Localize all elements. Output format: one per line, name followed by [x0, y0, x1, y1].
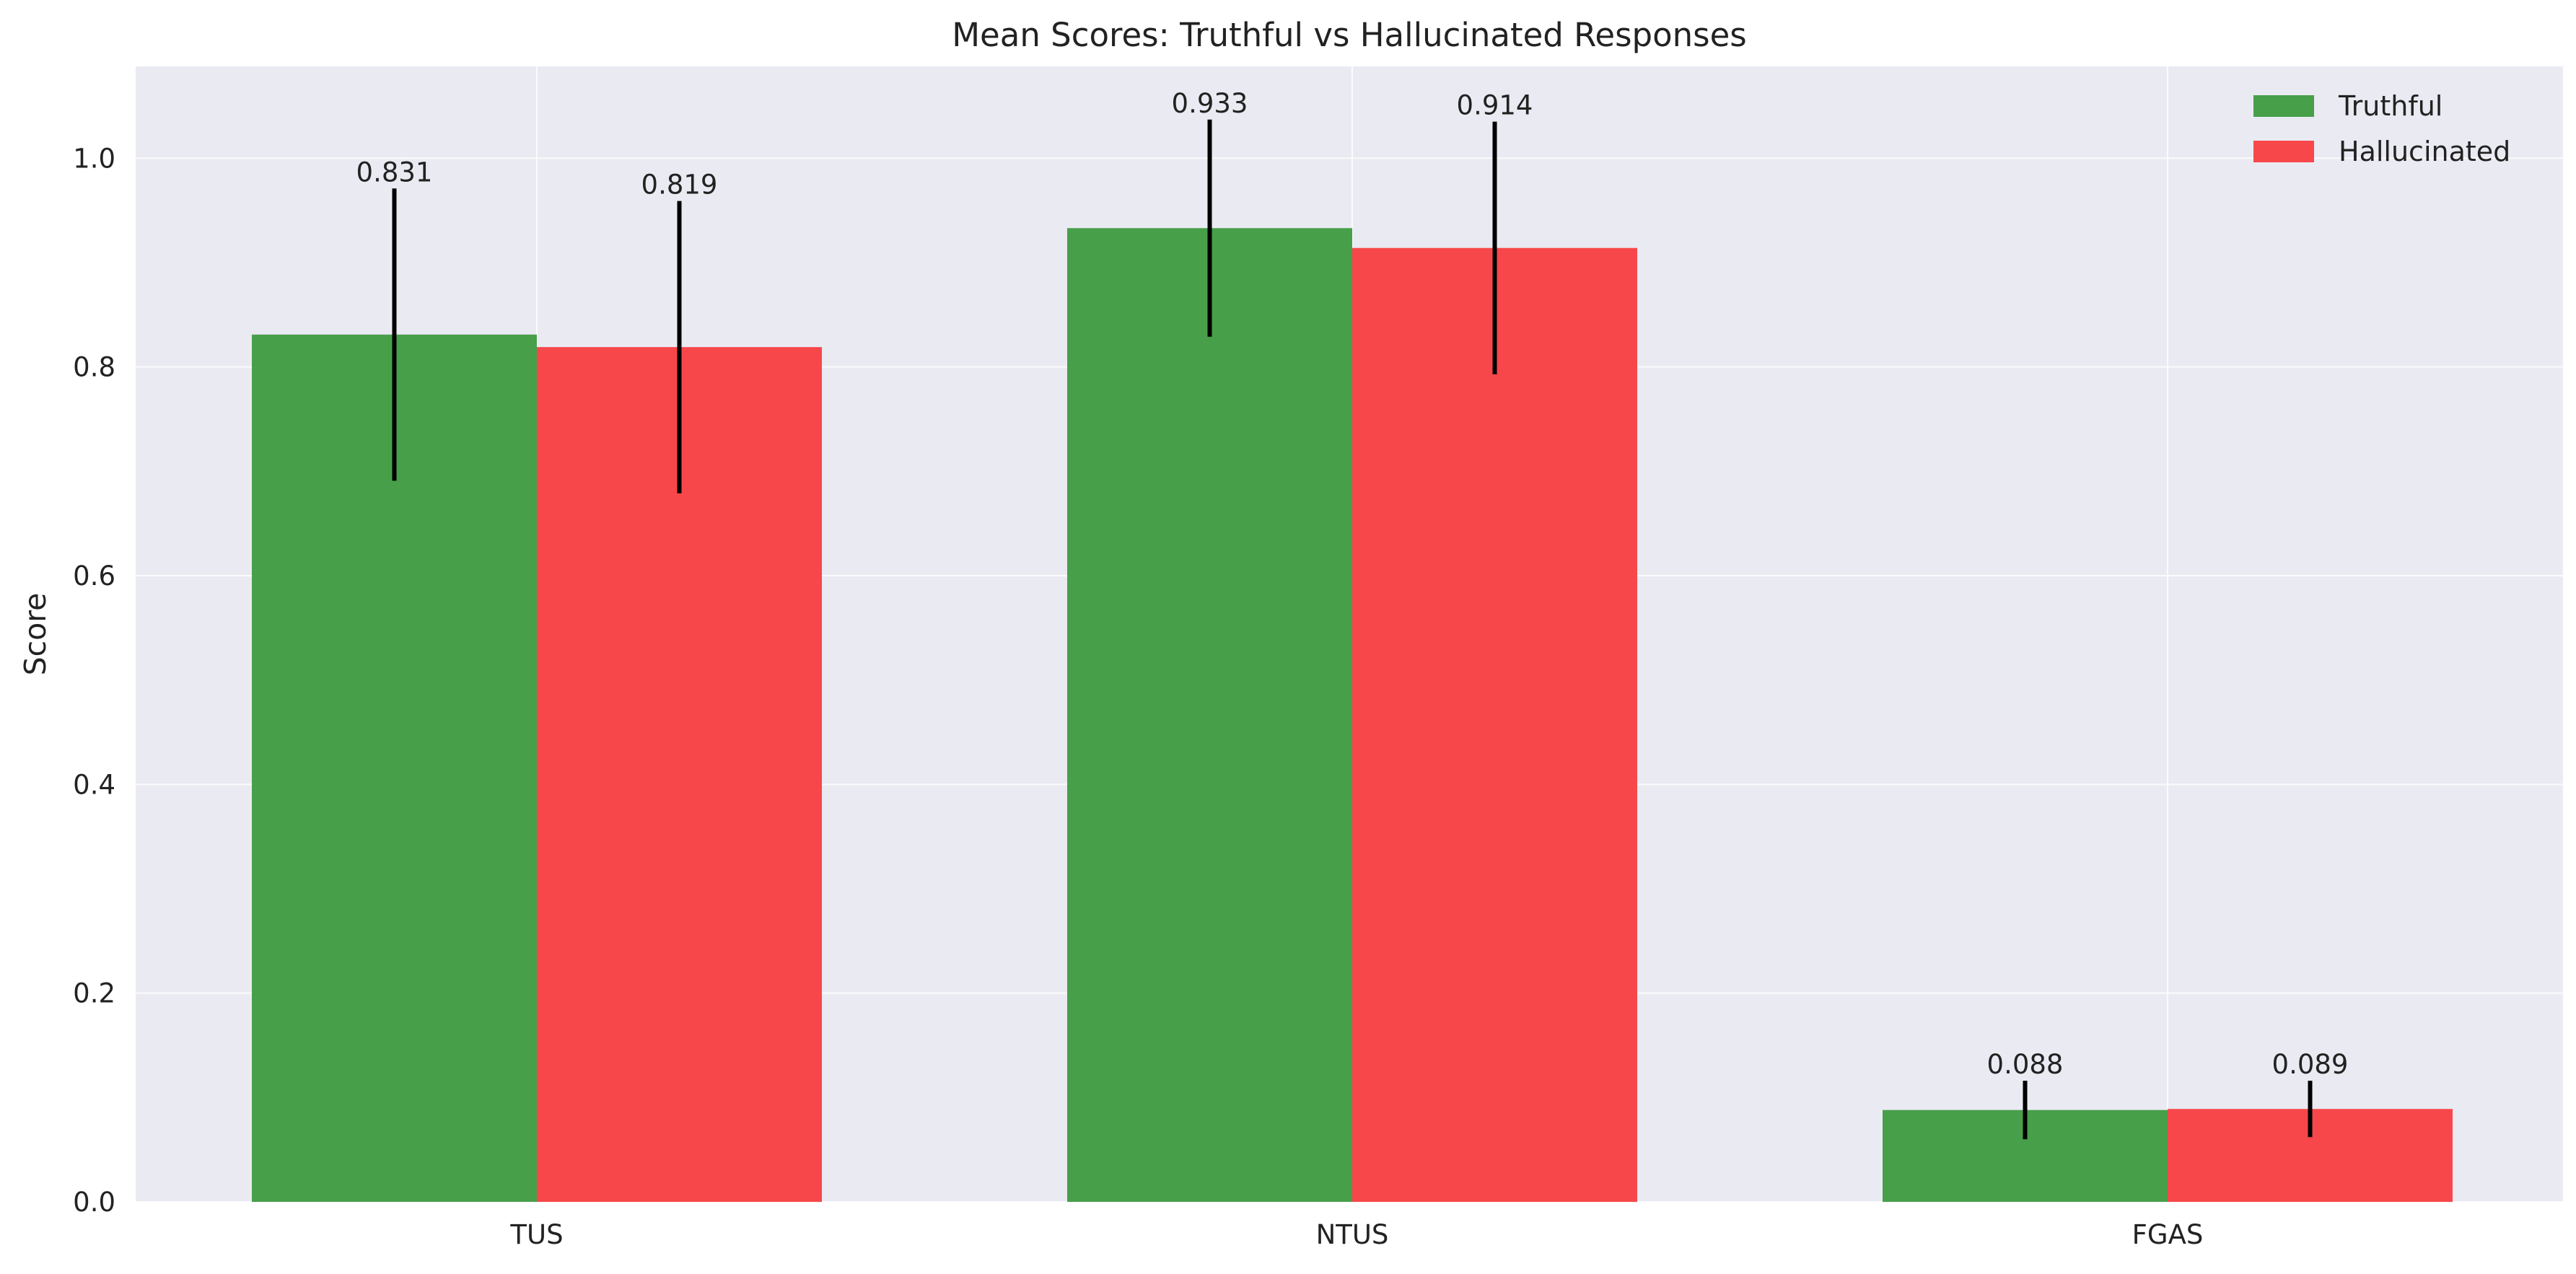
x-tick-label: NTUS: [1316, 1219, 1389, 1250]
legend-label: Truthful: [2338, 90, 2443, 122]
y-tick-label: 0.2: [73, 978, 115, 1009]
y-tick-label: 0.4: [73, 769, 115, 800]
x-axis-ticks: TUS NTUS FGAS: [509, 1219, 2203, 1250]
x-tick-label: FGAS: [2132, 1219, 2204, 1250]
y-tick-label: 0.0: [73, 1187, 115, 1218]
x-tick-label: TUS: [509, 1219, 563, 1250]
value-label: 0.819: [641, 170, 718, 201]
y-tick-label: 0.8: [73, 352, 115, 383]
y-tick-label: 0.6: [73, 561, 115, 592]
legend-swatch: [2253, 95, 2314, 117]
value-label: 0.914: [1457, 90, 1533, 121]
legend-label: Hallucinated: [2339, 136, 2510, 167]
value-label: 0.933: [1172, 88, 1248, 119]
value-label: 0.831: [356, 157, 433, 188]
chart-title: Mean Scores: Truthful vs Hallucinated Re…: [952, 16, 1747, 54]
value-label: 0.088: [1987, 1049, 2064, 1080]
y-tick-label: 1.0: [73, 143, 115, 174]
bar-truthful-ntus: [1067, 228, 1352, 1203]
y-axis-ticks: 0.0 0.2 0.4 0.6 0.8 1.0: [73, 143, 115, 1218]
bars: [252, 228, 2453, 1203]
bar-hallucinated-ntus: [1352, 247, 1637, 1203]
legend: Truthful Hallucinated: [2253, 90, 2510, 167]
legend-swatch: [2253, 141, 2314, 162]
error-bars: [392, 119, 2313, 1140]
value-label: 0.089: [2272, 1049, 2349, 1080]
value-labels: 0.831 0.933 0.088 0.819 0.914 0.089: [356, 88, 2349, 1080]
y-axis-label: Score: [18, 593, 53, 676]
